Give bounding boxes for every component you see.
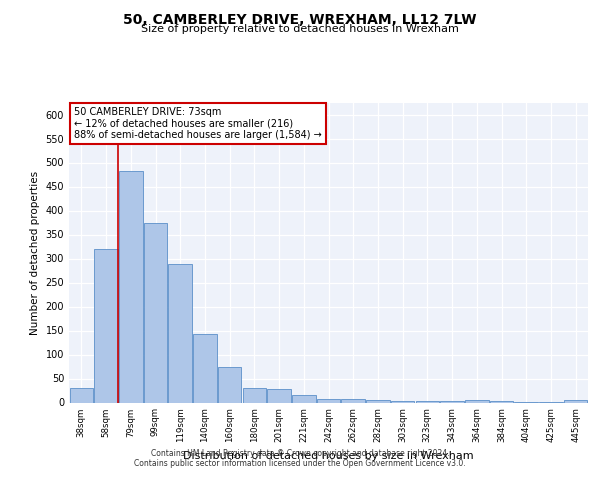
Text: Contains public sector information licensed under the Open Government Licence v3: Contains public sector information licen… [134,458,466,468]
Text: Size of property relative to detached houses in Wrexham: Size of property relative to detached ho… [141,24,459,34]
Bar [70,388,93,402]
Bar [391,401,415,402]
Bar [94,249,118,402]
Bar [218,366,241,402]
Bar [440,401,464,402]
Bar [119,170,143,402]
Bar [317,398,340,402]
Bar [169,264,192,402]
Text: 50, CAMBERLEY DRIVE, WREXHAM, LL12 7LW: 50, CAMBERLEY DRIVE, WREXHAM, LL12 7LW [123,12,477,26]
Bar [341,398,365,402]
Bar [465,400,488,402]
Bar [490,401,513,402]
Bar [144,222,167,402]
Text: 50 CAMBERLEY DRIVE: 73sqm
← 12% of detached houses are smaller (216)
88% of semi: 50 CAMBERLEY DRIVE: 73sqm ← 12% of detac… [74,107,322,140]
Bar [268,389,291,402]
Text: Contains HM Land Registry data © Crown copyright and database right 2024.: Contains HM Land Registry data © Crown c… [151,448,449,458]
Bar [193,334,217,402]
Y-axis label: Number of detached properties: Number of detached properties [30,170,40,334]
Bar [416,401,439,402]
Bar [242,388,266,402]
Bar [366,400,389,402]
X-axis label: Distribution of detached houses by size in Wrexham: Distribution of detached houses by size … [183,450,474,460]
Bar [564,400,587,402]
Bar [292,396,316,402]
